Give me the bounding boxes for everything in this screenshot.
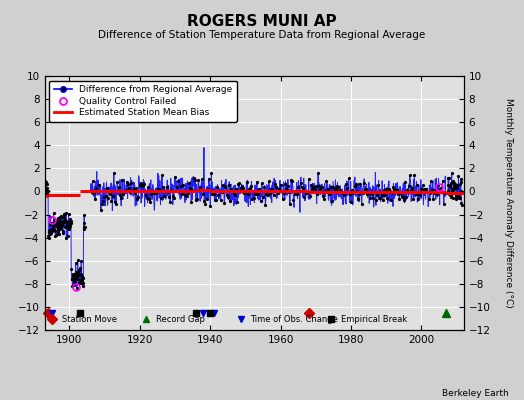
Text: Time of Obs. Change: Time of Obs. Change bbox=[250, 314, 338, 324]
Text: ROGERS MUNI AP: ROGERS MUNI AP bbox=[187, 14, 337, 29]
Text: Record Gap: Record Gap bbox=[156, 314, 205, 324]
Text: Berkeley Earth: Berkeley Earth bbox=[442, 389, 508, 398]
Y-axis label: Monthly Temperature Anomaly Difference (°C): Monthly Temperature Anomaly Difference (… bbox=[505, 98, 514, 308]
Text: Empirical Break: Empirical Break bbox=[341, 314, 407, 324]
Text: Station Move: Station Move bbox=[61, 314, 116, 324]
Text: Difference of Station Temperature Data from Regional Average: Difference of Station Temperature Data f… bbox=[99, 30, 425, 40]
Legend: Difference from Regional Average, Quality Control Failed, Estimated Station Mean: Difference from Regional Average, Qualit… bbox=[49, 80, 237, 122]
